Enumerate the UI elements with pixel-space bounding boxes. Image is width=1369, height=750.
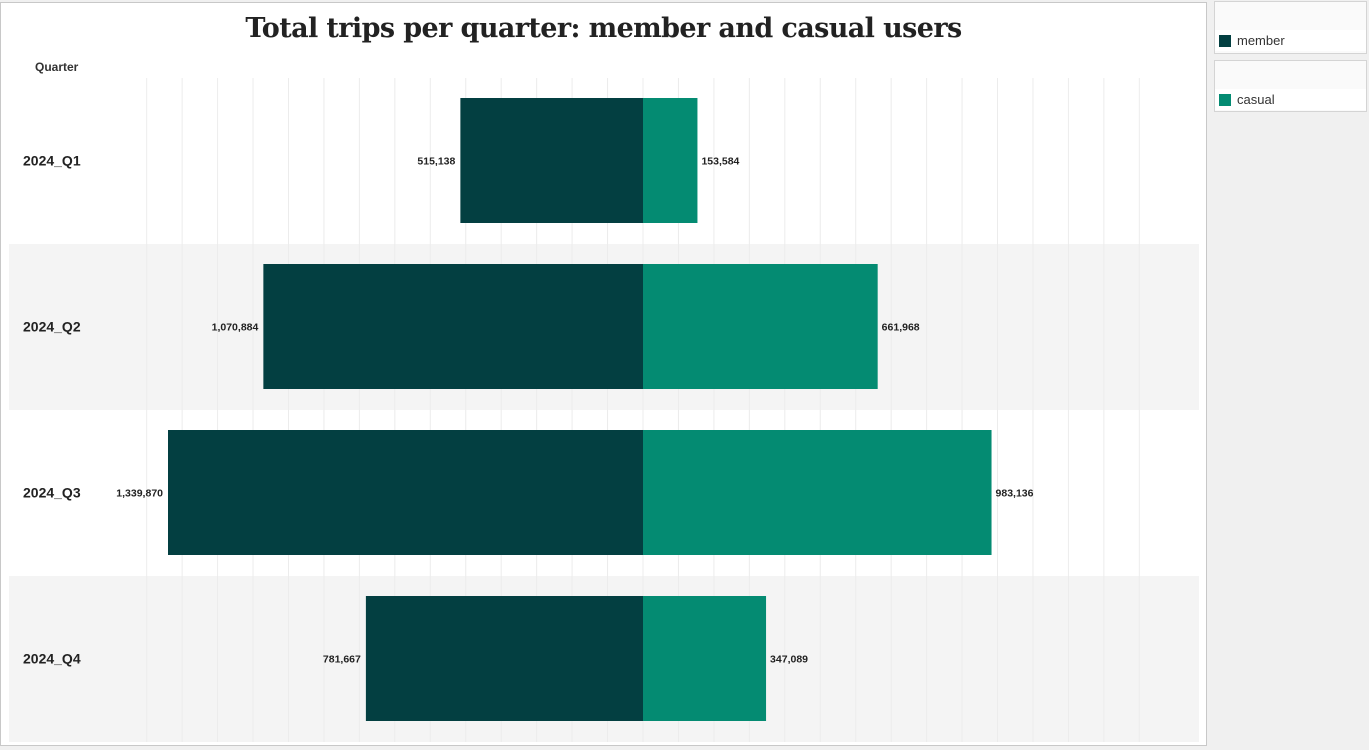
data-label-casual: 661,968 (882, 322, 920, 334)
chart-title: Total trips per quarter: member and casu… (245, 13, 962, 44)
legend-member[interactable]: member (1214, 1, 1367, 54)
legend-item-member[interactable]: member (1215, 30, 1366, 51)
category-label: 2024_Q2 (23, 319, 81, 335)
category-label: 2024_Q1 (23, 153, 81, 169)
legend-item-casual[interactable]: casual (1215, 89, 1366, 110)
bar-member[interactable] (365, 596, 643, 721)
bar-member[interactable] (168, 430, 643, 555)
legend-swatch-casual (1219, 93, 1231, 106)
bar-casual[interactable] (643, 264, 878, 389)
bar-casual[interactable] (643, 98, 698, 223)
legend-swatch-member (1219, 34, 1231, 47)
category-label: 2024_Q4 (23, 651, 81, 667)
legend-label-casual: casual (1237, 92, 1275, 107)
data-label-casual: 983,136 (996, 488, 1034, 500)
data-label-member: 515,138 (417, 156, 455, 168)
data-label-casual: 153,584 (701, 156, 739, 168)
bar-member[interactable] (460, 98, 643, 223)
legend-label-member: member (1237, 33, 1285, 48)
legend-casual[interactable]: casual (1214, 60, 1367, 112)
data-label-member: 1,070,884 (212, 322, 259, 334)
bar-casual[interactable] (643, 430, 992, 555)
data-label-casual: 347,089 (770, 654, 808, 666)
bar-member[interactable] (263, 264, 643, 389)
data-label-member: 781,667 (323, 654, 361, 666)
data-label-member: 1,339,870 (116, 488, 163, 500)
chart-panel: Total trips per quarter: member and casu… (0, 2, 1207, 746)
category-label: 2024_Q3 (23, 485, 81, 501)
plot-area: 2024_Q1 515,138 153,584 2024_Q2 1,070,884 661… (9, 78, 1199, 742)
bar-casual[interactable] (643, 596, 767, 721)
row-header-quarter: Quarter (35, 60, 79, 74)
